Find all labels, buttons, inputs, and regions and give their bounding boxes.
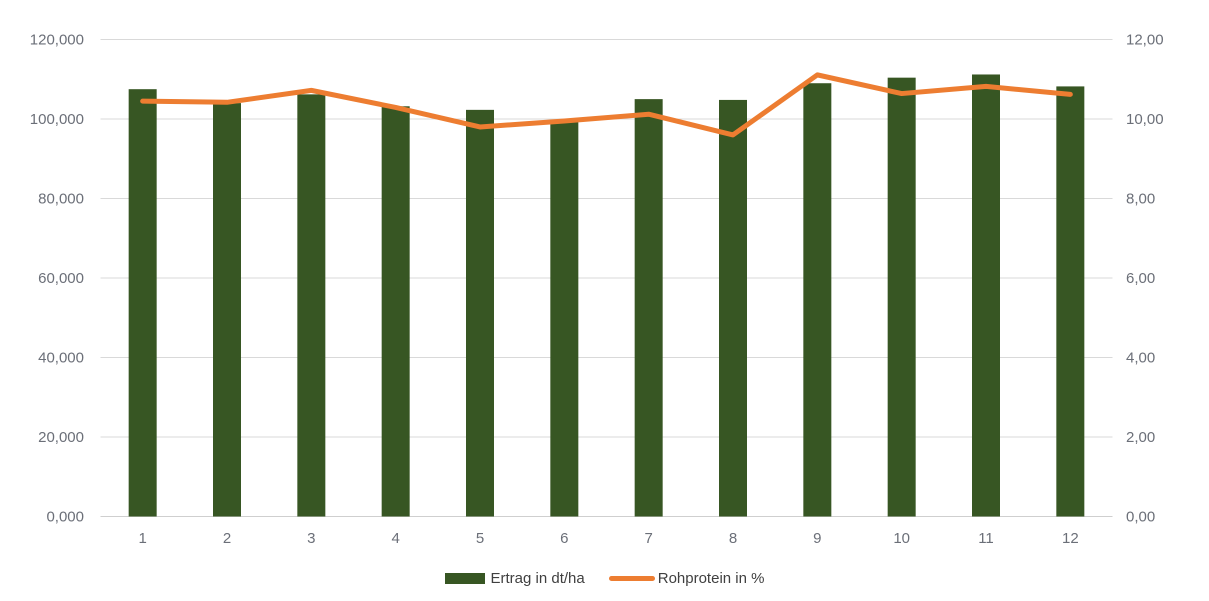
ertrag-bar	[887, 77, 916, 517]
ertrag-bar	[803, 83, 832, 517]
x-axis-category-label: 12	[1062, 530, 1079, 547]
legend-item-rohprotein: Rohprotein in %	[608, 569, 765, 587]
legend-bar-swatch-icon	[444, 572, 485, 584]
ertrag-bar	[128, 89, 157, 517]
rohprotein-line	[140, 72, 1073, 138]
right-axis-tick-label: 4,00	[1126, 350, 1155, 367]
right-axis-tick-label: 8,00	[1126, 191, 1155, 208]
chart-legend: Ertrag in dt/ha Rohprotein in %	[0, 567, 1209, 589]
right-axis-tick-label: 0,00	[1126, 509, 1155, 526]
left-axis-tick-label: 100,000	[30, 111, 84, 128]
x-axis-category-label: 4	[391, 530, 399, 547]
ertrag-bar	[466, 109, 494, 517]
right-axis-tick-label: 10,00	[1126, 111, 1164, 128]
left-axis-tick-label: 80,000	[38, 191, 84, 208]
legend-line-swatch-icon	[608, 575, 655, 581]
left-axis-tick-label: 20,000	[38, 429, 84, 446]
ertrag-bar	[719, 99, 747, 517]
left-axis-tick-label: 120,000	[30, 32, 84, 49]
left-axis-tick-label: 60,000	[38, 270, 84, 287]
right-axis-tick-label: 2,00	[1126, 429, 1155, 446]
x-axis-category-label: 10	[893, 530, 910, 547]
x-axis-category-label: 7	[644, 530, 652, 547]
left-axis-tick-label: 0,000	[46, 509, 84, 526]
x-axis-category-label: 9	[813, 530, 821, 547]
x-axis-category-label: 8	[729, 530, 737, 547]
ertrag-bar	[213, 103, 241, 517]
ertrag-bar	[972, 74, 1000, 517]
ertrag-bar	[381, 106, 410, 517]
x-axis-category-label: 1	[138, 530, 146, 547]
right-axis-tick-label: 12,00	[1126, 32, 1164, 49]
x-axis-category-label: 5	[476, 530, 484, 547]
legend-label-ertrag: Ertrag in dt/ha	[490, 569, 585, 587]
x-axis-category-label: 2	[223, 530, 231, 547]
left-axis-tick-label: 40,000	[38, 350, 84, 367]
x-axis-category-label: 3	[307, 530, 315, 547]
ertrag-bar	[297, 94, 326, 517]
x-axis-category-label: 11	[978, 530, 994, 547]
legend-item-ertrag: Ertrag in dt/ha	[444, 569, 585, 587]
ertrag-bar	[550, 121, 579, 517]
ertrag-bar	[1056, 86, 1085, 517]
right-axis-tick-label: 6,00	[1126, 270, 1155, 287]
ertrag-bar	[634, 99, 663, 517]
x-axis-category-label: 6	[560, 530, 568, 547]
legend-label-rohprotein: Rohprotein in %	[657, 569, 765, 587]
